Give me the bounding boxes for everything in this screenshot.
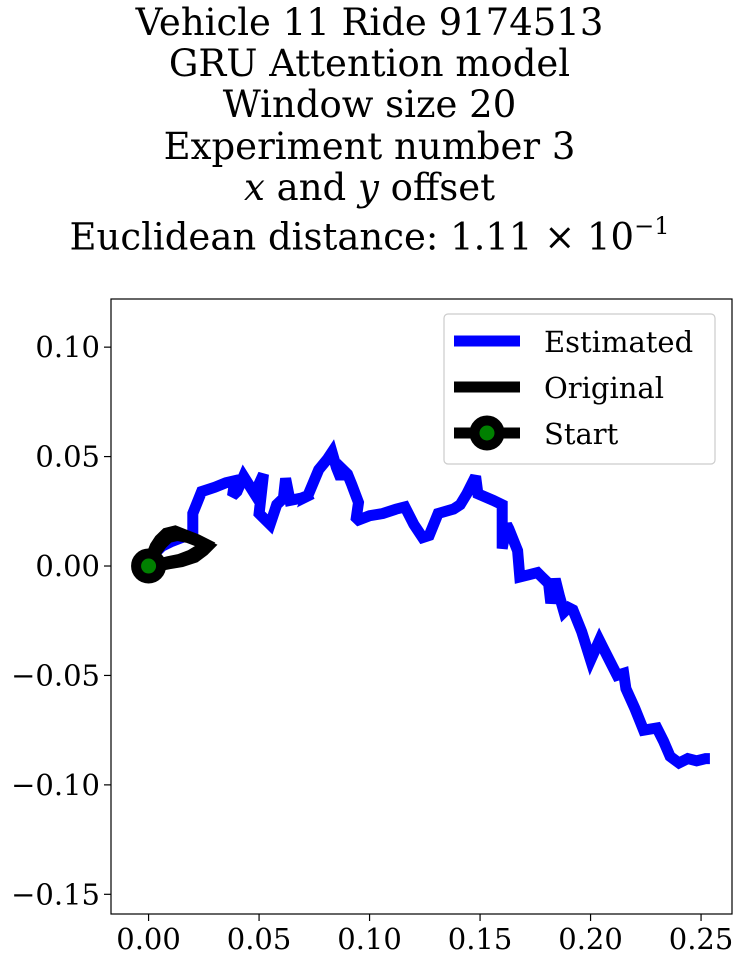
title-line-model: GRU Attention model — [168, 42, 571, 86]
title-offset-word: offset — [378, 165, 495, 209]
y-tick-label: 0.05 — [35, 440, 100, 474]
title-math-y: y — [358, 165, 379, 209]
title-line-experiment: Experiment number 3 — [163, 124, 576, 168]
y-axis: 0.10 0.05 0.00 −0.05 −0.10 −0.15 — [11, 330, 111, 911]
start-marker — [131, 548, 167, 584]
title-distance-value: Euclidean distance: 1.11 × 10 — [69, 215, 635, 259]
y-tick-label: −0.10 — [11, 768, 100, 802]
title-line-euclidean-distance: Euclidean distance: 1.11 × 10−1 — [0, 208, 739, 258]
x-tick-label: 0.10 — [337, 922, 402, 956]
y-tick-label: −0.05 — [11, 658, 100, 692]
x-tick-label: 0.20 — [558, 922, 623, 956]
x-tick-label: 0.00 — [116, 922, 181, 956]
legend-box — [443, 313, 716, 465]
x-tick-label: 0.05 — [227, 922, 292, 956]
title-line-offset: x and y offset — [0, 167, 739, 208]
y-tick-label: 0.00 — [35, 549, 100, 583]
y-tick-label: −0.15 — [11, 877, 100, 911]
legend-start-marker — [469, 415, 505, 451]
x-tick-label: 0.25 — [669, 922, 734, 956]
title-distance-exponent: −1 — [634, 212, 670, 241]
x-tick-label: 0.15 — [448, 922, 513, 956]
legend-label-estimated: Estimated — [544, 325, 693, 359]
title-math-x: x — [244, 165, 265, 209]
title-line-vehicle-ride: Vehicle 11 Ride 9174513 — [135, 1, 604, 44]
x-axis: 0.00 0.05 0.10 0.15 0.20 0.25 — [116, 914, 733, 956]
legend-label-start: Start — [544, 417, 619, 451]
legend: Estimated Original Start — [443, 313, 716, 465]
plot-area — [131, 439, 710, 770]
series-line-estimated — [143, 439, 710, 770]
axes-frame — [110, 298, 733, 915]
chart-title: Vehicle 11 Ride 9174513 GRU Attention mo… — [0, 2, 739, 258]
y-tick-label: 0.10 — [35, 330, 100, 364]
title-line-window-size: Window size 20 — [222, 83, 517, 127]
legend-label-original: Original — [544, 371, 664, 405]
title-and: and — [264, 165, 358, 209]
